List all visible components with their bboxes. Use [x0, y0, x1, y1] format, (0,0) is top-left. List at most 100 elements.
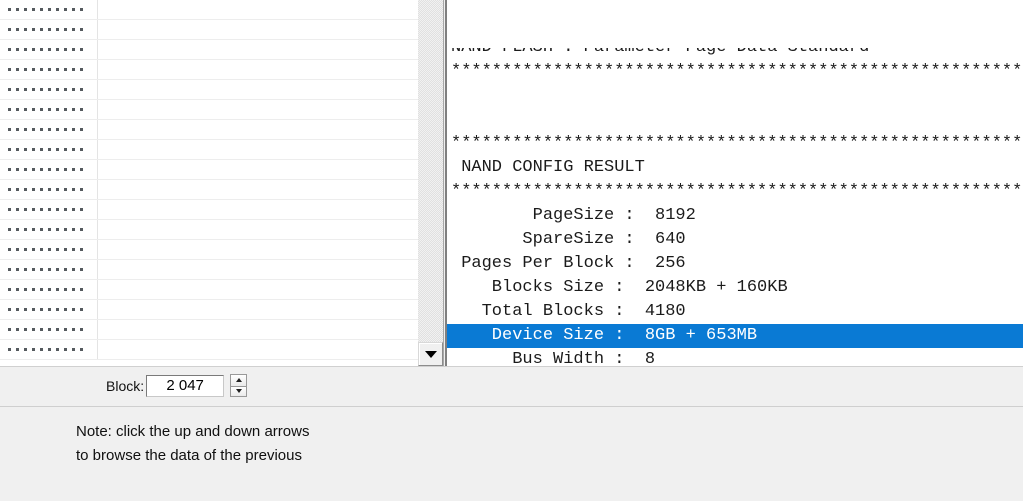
log-line[interactable]: Blocks Size : 2048KB + 160KB	[451, 278, 788, 297]
table-row[interactable]	[0, 0, 418, 20]
grid-cell-empty[interactable]	[98, 200, 418, 219]
grid-cell-empty[interactable]	[98, 120, 418, 139]
log-line[interactable]: SpareSize : 640	[451, 230, 686, 249]
ascii-dot	[16, 8, 19, 11]
grid-cell-empty[interactable]	[98, 280, 418, 299]
log-line[interactable]: NAND CONFIG RESULT	[451, 158, 645, 177]
grid-cell-empty[interactable]	[98, 260, 418, 279]
ascii-dots	[8, 8, 83, 11]
table-row[interactable]	[0, 260, 418, 280]
grid-cell-empty[interactable]	[98, 160, 418, 179]
table-row[interactable]	[0, 320, 418, 340]
ascii-dot	[56, 88, 59, 91]
table-row[interactable]	[0, 100, 418, 120]
ascii-dot	[64, 68, 67, 71]
nand-config-log-pane[interactable]: NAND FLASH : Parameter Page Data Standar…	[445, 0, 1023, 368]
log-line[interactable]	[447, 84, 1023, 108]
ascii-dot	[32, 68, 35, 71]
grid-cell-ascii[interactable]	[0, 40, 98, 59]
log-line[interactable]: Pages Per Block : 256	[451, 254, 686, 273]
ascii-dot	[56, 108, 59, 111]
log-line[interactable]: ****************************************…	[451, 62, 1023, 81]
table-row[interactable]	[0, 80, 418, 100]
data-grid-pane[interactable]	[0, 0, 418, 366]
grid-cell-empty[interactable]	[98, 320, 418, 339]
grid-cell-empty[interactable]	[98, 80, 418, 99]
grid-cell-empty[interactable]	[98, 220, 418, 239]
grid-cell-ascii[interactable]	[0, 340, 98, 359]
table-row[interactable]	[0, 160, 418, 180]
log-line[interactable]: Total Blocks : 4180	[451, 302, 686, 321]
scrollbar-down-button[interactable]	[418, 342, 443, 366]
grid-cell-ascii[interactable]	[0, 300, 98, 319]
block-spinner-down-button[interactable]	[230, 385, 248, 397]
ascii-dot	[24, 148, 27, 151]
grid-cell-empty[interactable]	[98, 60, 418, 79]
table-row[interactable]	[0, 60, 418, 80]
grid-cell-ascii[interactable]	[0, 160, 98, 179]
grid-cell-ascii[interactable]	[0, 140, 98, 159]
grid-cell-ascii[interactable]	[0, 20, 98, 39]
grid-cell-ascii[interactable]	[0, 80, 98, 99]
table-row[interactable]	[0, 340, 418, 360]
block-input[interactable]	[146, 374, 225, 397]
log-line[interactable]: ****************************************…	[451, 134, 1023, 153]
block-spinner[interactable]	[230, 374, 248, 397]
ascii-dot	[80, 348, 83, 351]
ascii-dot	[64, 208, 67, 211]
grid-cell-ascii[interactable]	[0, 240, 98, 259]
table-row[interactable]	[0, 120, 418, 140]
log-line-text: NAND FLASH : Parameter Page Data Standar…	[451, 48, 869, 60]
table-row[interactable]	[0, 220, 418, 240]
table-row[interactable]	[0, 300, 418, 320]
table-row[interactable]	[0, 140, 418, 160]
table-row[interactable]	[0, 40, 418, 60]
grid-cell-empty[interactable]	[98, 180, 418, 199]
ascii-dot	[48, 48, 51, 51]
ascii-dot	[8, 348, 11, 351]
ascii-dot	[24, 88, 27, 91]
table-row[interactable]	[0, 200, 418, 220]
ascii-dots	[8, 308, 83, 311]
grid-cell-ascii[interactable]	[0, 320, 98, 339]
log-line[interactable]: ****************************************…	[451, 182, 1023, 201]
ascii-dot	[56, 148, 59, 151]
table-row[interactable]	[0, 20, 418, 40]
grid-cell-empty[interactable]	[98, 300, 418, 319]
grid-cell-ascii[interactable]	[0, 280, 98, 299]
table-row[interactable]	[0, 280, 418, 300]
grid-cell-empty[interactable]	[98, 340, 418, 359]
ascii-dot	[80, 28, 83, 31]
table-row[interactable]	[0, 240, 418, 260]
log-line-selected[interactable]: Device Size : 8GB + 653MB	[447, 324, 1023, 348]
grid-cell-ascii[interactable]	[0, 100, 98, 119]
grid-cell-ascii[interactable]	[0, 200, 98, 219]
ascii-dot	[40, 68, 43, 71]
ascii-dot	[16, 188, 19, 191]
grid-cell-ascii[interactable]	[0, 0, 98, 19]
grid-cell-ascii[interactable]	[0, 220, 98, 239]
grid-cell-empty[interactable]	[98, 100, 418, 119]
grid-cell-empty[interactable]	[98, 0, 418, 19]
ascii-dot	[16, 88, 19, 91]
grid-cell-empty[interactable]	[98, 20, 418, 39]
ascii-dot	[32, 128, 35, 131]
block-spinner-up-button[interactable]	[230, 374, 248, 386]
data-grid-rows[interactable]	[0, 0, 418, 360]
log-line[interactable]: PageSize : 8192	[451, 206, 696, 225]
grid-cell-ascii[interactable]	[0, 60, 98, 79]
grid-cell-empty[interactable]	[98, 140, 418, 159]
table-row[interactable]	[0, 180, 418, 200]
log-line[interactable]: NAND FLASH : Parameter Page Data Standar…	[447, 48, 1023, 60]
grid-cell-ascii[interactable]	[0, 260, 98, 279]
log-line[interactable]: Bus Width : 8	[451, 350, 656, 368]
ascii-dot	[8, 228, 11, 231]
grid-cell-empty[interactable]	[98, 40, 418, 59]
grid-cell-ascii[interactable]	[0, 180, 98, 199]
grid-cell-empty[interactable]	[98, 240, 418, 259]
log-line[interactable]	[447, 108, 1023, 132]
grid-cell-ascii[interactable]	[0, 120, 98, 139]
data-grid-vertical-scrollbar[interactable]	[418, 0, 444, 366]
ascii-dot	[24, 208, 27, 211]
ascii-dot	[80, 308, 83, 311]
